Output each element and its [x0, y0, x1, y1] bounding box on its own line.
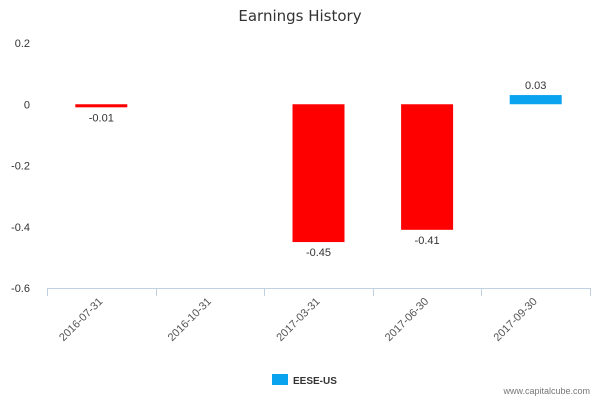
bar[interactable] [401, 104, 454, 230]
legend-swatch [272, 374, 288, 385]
y-tick-label: 0.2 [15, 38, 30, 50]
x-tick-label: 2016-07-31 [57, 296, 105, 344]
chart-title: Earnings History [238, 7, 361, 25]
legend-label: EESE-US [293, 376, 337, 387]
x-tick-label: 2017-06-30 [383, 296, 431, 344]
legend[interactable]: EESE-US [272, 374, 337, 387]
x-axis: 2016-07-31 2016-10-31 2017-03-31 2017-06-30… [47, 288, 591, 344]
x-tick-label: 2017-03-31 [274, 296, 322, 344]
data-label: -0.41 [415, 235, 440, 247]
data-label: -0.01 [89, 112, 114, 124]
credit-text[interactable]: www.capitalcube.com [502, 386, 590, 396]
bar-series: -0.01 -0.45 -0.41 0.03 [75, 80, 562, 259]
y-axis: 0.2 0 -0.2 -0.4 -0.6 [11, 38, 30, 295]
y-tick-label: -0.4 [11, 222, 30, 234]
data-label: 0.03 [525, 80, 546, 92]
bar[interactable] [75, 104, 128, 108]
x-tick-label: 2017-09-30 [492, 296, 540, 344]
y-tick-label: -0.2 [11, 161, 30, 173]
data-label: -0.45 [306, 247, 331, 259]
bar[interactable] [292, 104, 345, 243]
x-tick-label: 2016-10-31 [166, 296, 214, 344]
y-tick-label: -0.6 [11, 283, 30, 295]
y-tick-label: 0 [24, 99, 30, 111]
bar[interactable] [509, 95, 562, 105]
